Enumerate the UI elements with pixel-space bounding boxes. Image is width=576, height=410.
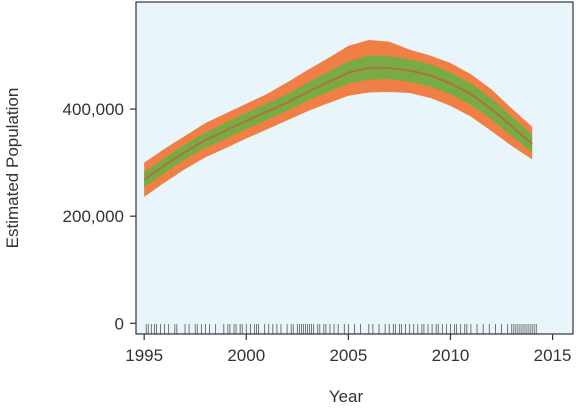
y-axis-title: Estimated Population bbox=[3, 88, 22, 249]
x-axis: 1995 2000 2005 2010 2015 bbox=[125, 334, 571, 365]
x-tick-label: 2015 bbox=[534, 346, 572, 365]
inner-band-layer bbox=[144, 55, 533, 188]
y-tick-label: 200,000 bbox=[63, 207, 124, 226]
rug-layer bbox=[145, 324, 537, 334]
x-axis-title: Year bbox=[329, 387, 364, 406]
y-axis: 0 200,000 400,000 bbox=[63, 100, 136, 333]
median-line bbox=[143, 66, 533, 181]
y-tick-label: 400,000 bbox=[63, 100, 124, 119]
x-tick-label: 2005 bbox=[329, 346, 367, 365]
y-tick-label: 0 bbox=[115, 314, 124, 333]
median-line-layer bbox=[143, 66, 533, 181]
x-tick-label: 2010 bbox=[432, 346, 470, 365]
x-tick-label: 1995 bbox=[125, 346, 163, 365]
x-tick-label: 2000 bbox=[227, 346, 265, 365]
plot-frame bbox=[135, 1, 574, 335]
inner-band bbox=[144, 55, 533, 188]
